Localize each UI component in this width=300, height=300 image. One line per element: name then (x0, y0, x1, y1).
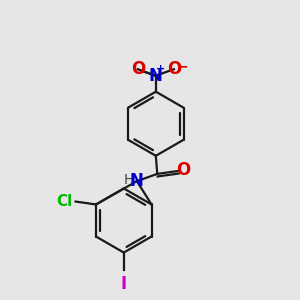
Text: H: H (124, 173, 134, 187)
Text: I: I (121, 275, 127, 293)
Text: Cl: Cl (56, 194, 73, 209)
Text: O: O (130, 60, 145, 78)
Text: −: − (176, 59, 188, 73)
Text: +: + (156, 64, 165, 74)
Text: O: O (176, 161, 190, 179)
Text: O: O (167, 60, 181, 78)
Text: N: N (130, 172, 144, 190)
Text: N: N (149, 67, 163, 85)
